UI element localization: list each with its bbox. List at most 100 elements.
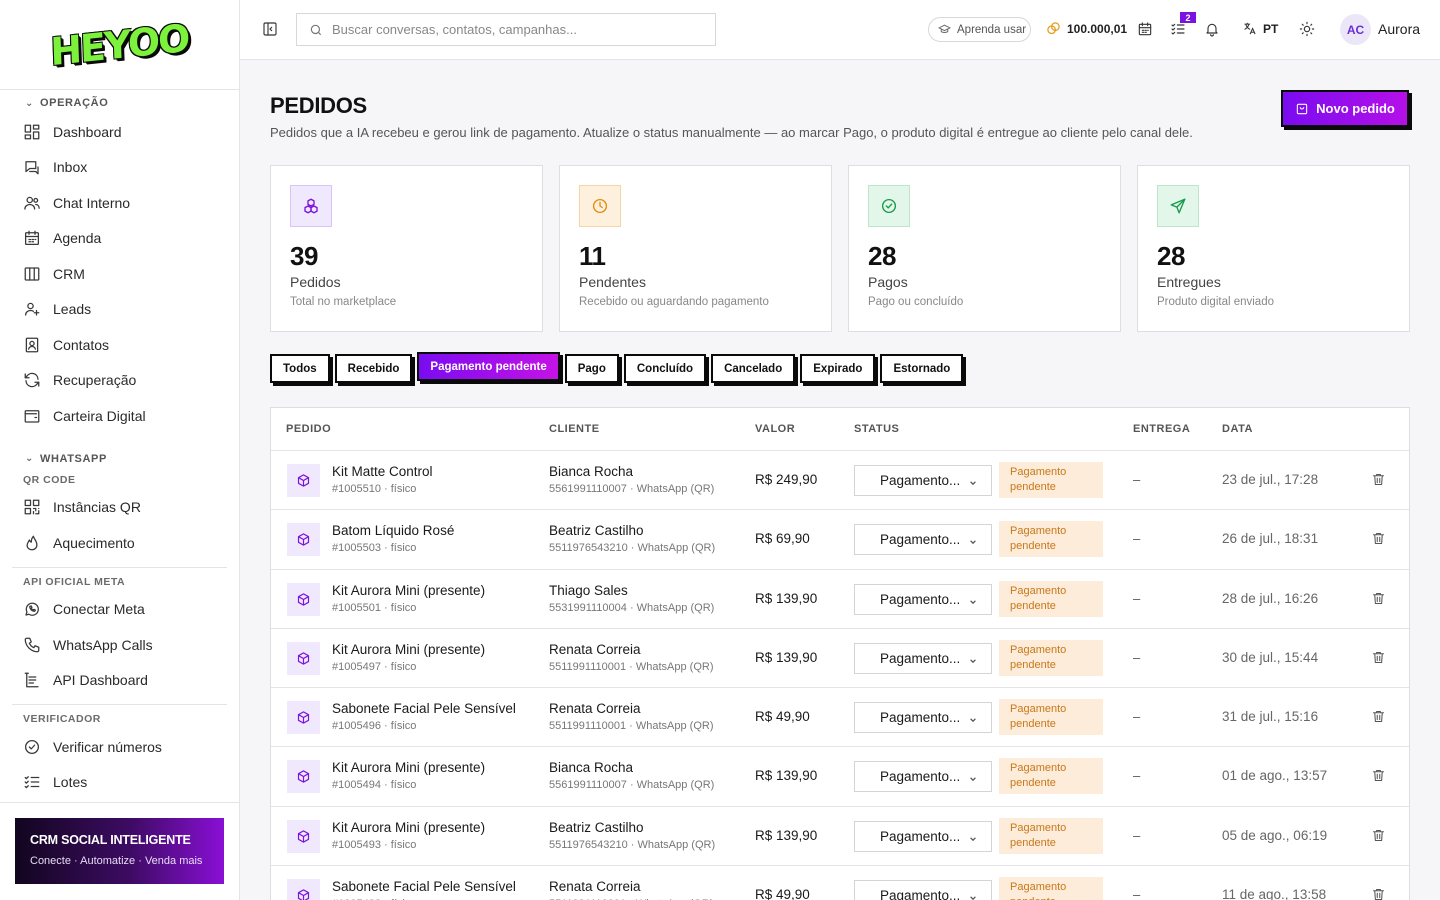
search-input[interactable] [332,22,692,37]
delete-button[interactable] [1371,531,1387,547]
sidebar-item-conectar-meta[interactable]: Conectar Meta [0,592,239,628]
delete-button[interactable] [1371,709,1387,725]
notifications-button[interactable] [1204,21,1222,39]
tab-cancelado[interactable]: Cancelado [711,354,796,383]
delete-button[interactable] [1371,768,1387,784]
column-header-pedido[interactable]: PEDIDO [286,423,332,435]
tasks-button[interactable] [1170,21,1188,39]
delete-button[interactable] [1371,887,1387,900]
trash-icon [1372,592,1385,604]
client-name[interactable]: Beatriz Castilho [549,819,644,835]
section-operacao[interactable]: ⌄ OPERAÇÃO [0,92,239,114]
tab-todos[interactable]: Todos [270,354,330,383]
column-header-cliente[interactable]: CLIENTE [549,423,600,435]
sidebar-item-whatsapp-calls[interactable]: WhatsApp Calls [0,627,239,663]
product-name[interactable]: Sabonete Facial Pele Sensível [332,879,516,895]
client-name[interactable]: Bianca Rocha [549,464,634,479]
status-select[interactable]: Pagamento... [854,524,992,556]
dashboard-icon [24,124,40,140]
status-select[interactable]: Pagamento... [854,820,992,852]
sidebar-item-label: Verificar números [53,738,162,755]
product-name[interactable]: Batom Líquido Rosé [332,523,455,539]
status-select[interactable]: Pagamento... [854,642,992,674]
brand-logo[interactable]: HEYOO [49,15,190,74]
learn-button[interactable]: Aprenda usar [928,17,1031,42]
product-name[interactable]: Kit Aurora Mini (presente) [332,760,486,776]
sidebar-item-aquecimento[interactable]: Aquecimento [0,525,239,561]
language-selector[interactable]: PT [1242,21,1278,36]
tab-pagamento-pendente[interactable]: Pagamento pendente [417,352,560,381]
coin-balance[interactable]: 100.000,01 [1046,21,1127,36]
client-meta: 5531991110004 · WhatsApp (QR) [549,601,715,614]
top-bar: Aprenda usar 100.000,01 2 PT AC Aurora [240,0,1440,60]
sidebar-item-lotes[interactable]: Lotes [0,765,239,801]
contact-book-icon [25,337,39,353]
tab-estornado[interactable]: Estornado [880,354,964,383]
chevron-down-icon [969,771,977,782]
sidebar-item-crm[interactable]: CRM [0,256,239,292]
client-name[interactable]: Renata Correia [549,701,641,717]
product-name[interactable]: Kit Aurora Mini (presente) [332,819,486,835]
client-meta: 5511976543210 · WhatsApp (QR) [549,838,716,851]
sidebar-item-contatos[interactable]: Contatos [0,327,239,363]
status-select[interactable]: Pagamento... [854,465,992,496]
client-name[interactable]: Bianca Rocha [549,760,634,776]
product-name[interactable]: Sabonete Facial Pele Sensível [332,701,516,717]
order-value: R$ 139,90 [755,827,818,843]
delete-button[interactable] [1371,591,1387,607]
delete-button[interactable] [1371,828,1387,844]
sidebar-item-instancias-qr[interactable]: Instâncias QR [0,490,239,526]
column-header-valor[interactable]: VALOR [755,423,796,435]
table-row[interactable]: Sabonete Facial Pele Sensível #1005496 ·… [271,688,1409,748]
package-icon-box [287,879,320,900]
user-name[interactable]: Aurora [1378,21,1421,37]
product-name[interactable]: Kit Aurora Mini (presente) [332,641,486,657]
trash-icon [1372,829,1385,841]
column-header-data[interactable]: DATA [1222,423,1253,435]
column-header-entrega[interactable]: ENTREGA [1133,423,1191,435]
sidebar-item-chat-interno[interactable]: Chat Interno [0,185,239,221]
promo-banner[interactable]: CRM SOCIAL INTELIGENTE Conecte · Automat… [15,818,224,884]
sidebar-item-dashboard[interactable]: Dashboard [0,114,239,150]
table-row[interactable]: Sabonete Facial Pele Sensível #1005492 ·… [271,866,1409,900]
table-row[interactable]: Kit Matte Control #1005510 · físico Bian… [271,451,1409,511]
client-name[interactable]: Renata Correia [549,879,641,895]
table-row[interactable]: Kit Aurora Mini (presente) #1005501 · fí… [271,570,1409,629]
sidebar-item-inbox[interactable]: Inbox [0,150,239,186]
client-name[interactable]: Beatriz Castilho [549,523,644,539]
sidebar-item-api-dashboard[interactable]: API Dashboard [0,663,239,699]
client-name[interactable]: Renata Correia [549,641,641,657]
client-name[interactable]: Thiago Sales [549,582,628,598]
sidebar-item-leads[interactable]: Leads [0,292,239,328]
bell-icon [1206,23,1218,37]
calendar-button[interactable] [1137,21,1155,39]
status-select[interactable]: Pagamento... [854,761,992,793]
table-row[interactable]: Kit Aurora Mini (presente) #1005497 · fí… [271,629,1409,689]
tab-concluido[interactable]: Concluído [623,354,707,383]
section-whatsapp[interactable]: ⌄ WHATSAPP [0,448,239,470]
table-row[interactable]: Kit Aurora Mini (presente) #1005494 · fí… [271,747,1409,807]
list-check-icon [1171,23,1185,35]
new-order-button[interactable]: Novo pedido [1281,90,1409,127]
product-name[interactable]: Kit Matte Control [332,464,433,479]
sidebar-item-recuperacao[interactable]: Recuperação [0,363,239,399]
order-meta: #1005503 · físico [332,542,417,555]
tab-expirado[interactable]: Expirado [800,354,876,383]
tab-pago[interactable]: Pago [564,354,619,383]
sidebar-item-agenda[interactable]: Agenda [0,221,239,257]
tab-recebido[interactable]: Recebido [334,354,413,383]
status-select[interactable]: Pagamento... [854,583,992,615]
column-header-status[interactable]: STATUS [854,423,900,435]
avatar[interactable]: AC [1340,14,1371,45]
table-row[interactable]: Batom Líquido Rosé #1005503 · físico Bea… [271,510,1409,570]
product-name[interactable]: Kit Aurora Mini (presente) [332,582,486,598]
theme-toggle-button[interactable] [1299,21,1317,39]
status-select[interactable]: Pagamento... [854,702,992,734]
delete-button[interactable] [1371,472,1387,488]
delete-button[interactable] [1371,650,1387,666]
table-row[interactable]: Kit Aurora Mini (presente) #1005493 · fí… [271,807,1409,867]
status-select[interactable]: Pagamento... [854,880,992,900]
sidebar-item-carteira-digital[interactable]: Carteira Digital [0,398,239,434]
sidebar-item-verificar-numeros[interactable]: Verificar números [0,729,239,765]
sidebar-toggle-button[interactable] [262,21,280,39]
